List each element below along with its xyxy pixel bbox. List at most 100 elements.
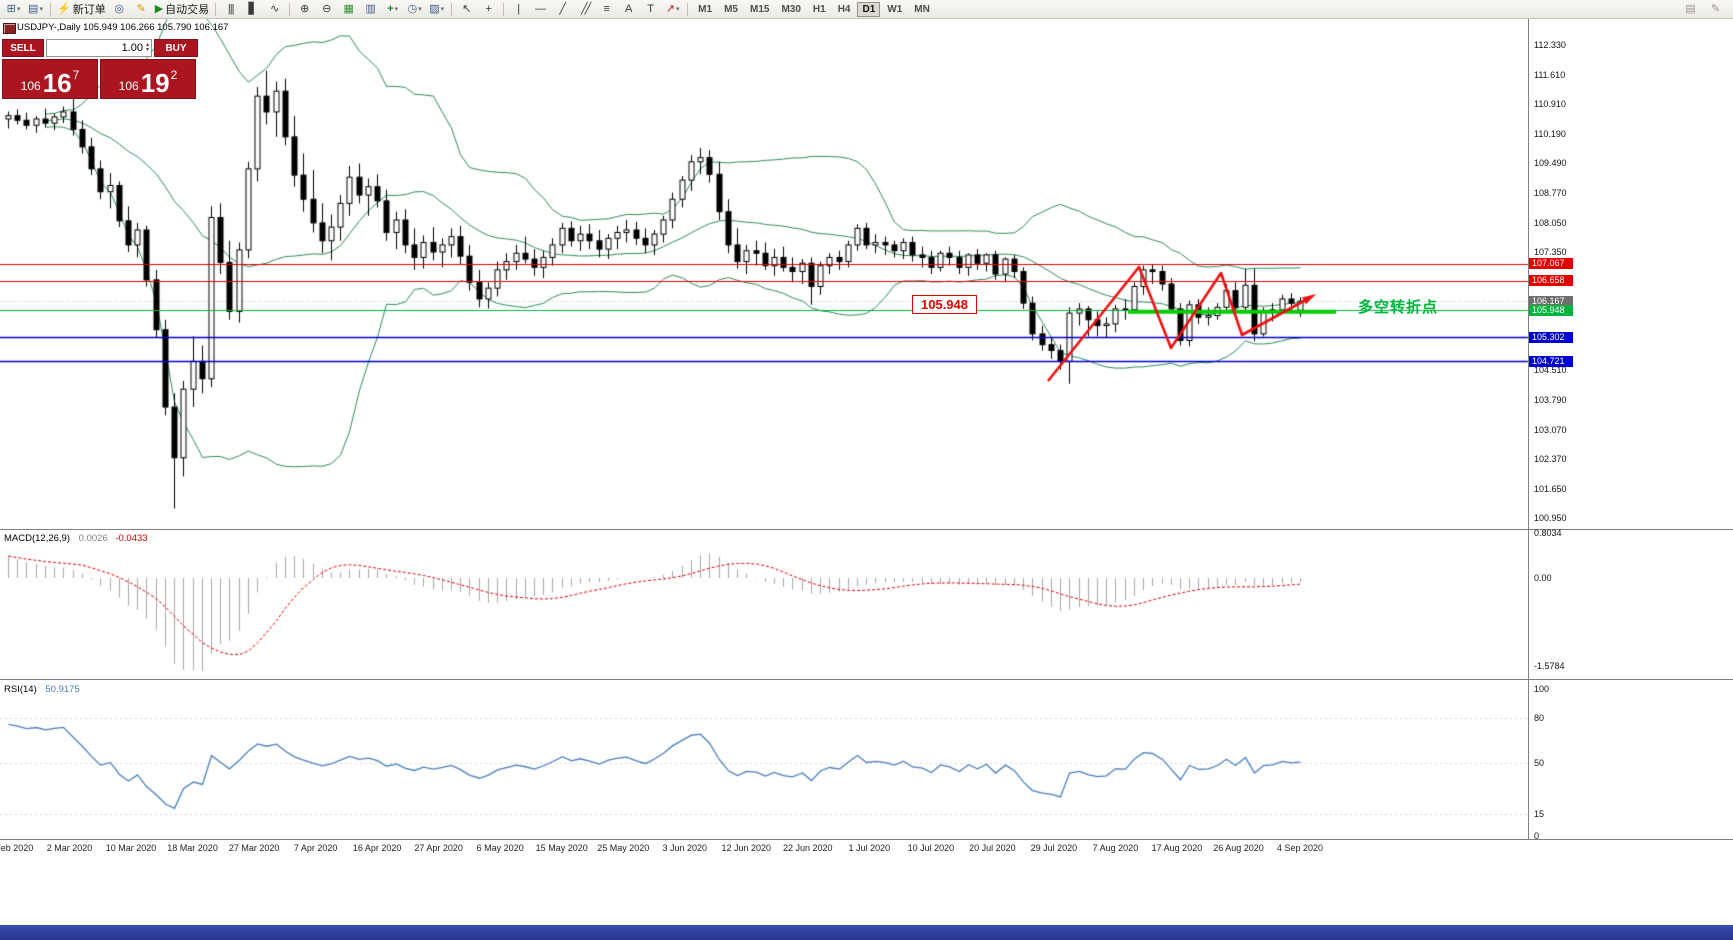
bar-chart-type-icon[interactable]: ||| <box>227 3 235 15</box>
rsi-indicator-label: RSI(14) 50.9175 <box>4 684 80 695</box>
print-icon[interactable]: ▤ <box>1685 3 1696 15</box>
ask-price-display[interactable]: 106 19 2 <box>100 59 196 99</box>
volume-up-icon[interactable]: ▴ <box>145 42 149 48</box>
toolbar-separator <box>289 2 291 16</box>
date-label: 2 Mar 2020 <box>46 843 93 853</box>
bid-prefix: 106 <box>20 79 41 93</box>
new-order-label: 新订单 <box>72 4 106 16</box>
desktop-background <box>0 856 1733 925</box>
edit-icon[interactable]: ✎ <box>1710 3 1721 15</box>
timeframe-button-mn[interactable]: MN <box>914 3 930 15</box>
date-label: 15 May 2020 <box>535 843 588 853</box>
timeframe-button-h1[interactable]: H1 <box>812 3 826 15</box>
volume-value: 1.00 <box>121 42 143 54</box>
date-label: 21 Feb 2020 <box>0 843 34 853</box>
new-order-button[interactable]: ⚡ 新订单 <box>55 1 108 17</box>
date-label: 25 May 2020 <box>597 843 650 853</box>
price-scale-separator <box>1528 19 1529 839</box>
date-label: 4 Sep 2020 <box>1276 843 1324 853</box>
bid-price-display[interactable]: 106 16 7 <box>2 59 98 99</box>
panel-separator[interactable] <box>0 679 1733 680</box>
macd-signal-value: -0.0433 <box>115 533 148 544</box>
timeframe-button-m1[interactable]: M1 <box>698 3 713 15</box>
windows-taskbar[interactable] <box>0 925 1733 940</box>
panel-separator[interactable] <box>0 529 1733 530</box>
vertical-line-icon[interactable]: | <box>517 3 521 15</box>
date-label: 16 Apr 2020 <box>352 843 402 853</box>
date-label: 17 Aug 2020 <box>1151 843 1203 853</box>
date-label: 20 Jul 2020 <box>969 843 1016 853</box>
buy-button[interactable]: BUY <box>154 39 198 57</box>
timeframe-button-m30[interactable]: M30 <box>781 3 801 15</box>
volume-input[interactable]: 1.00 ▴ ▾ <box>46 39 152 57</box>
bid-pipette: 7 <box>72 68 80 82</box>
chart-ohlc-info: USDJPY-,Daily 105.949 106.266 105.790 10… <box>17 22 229 33</box>
date-axis[interactable]: 21 Feb 2020 2 Mar 2020 10 Mar 2020 18 Mar 2… <box>0 840 1733 856</box>
autotrading-play-icon: ▶ <box>154 3 164 15</box>
timeframe-button-w1[interactable]: W1 <box>887 3 903 15</box>
toolbar-separator <box>687 2 689 16</box>
macd-panel-canvas[interactable] <box>0 529 1733 679</box>
bid-main-digits: 16 <box>42 68 72 98</box>
macd-name: MACD(12,26,9) <box>4 533 70 544</box>
chart-profiles-icon[interactable]: ▤ ▾ <box>28 3 43 15</box>
volume-spinner: ▴ ▾ <box>145 42 149 53</box>
turning-point-text[interactable]: 多空转折点 <box>1358 299 1439 316</box>
date-label: 22 Jun 2020 <box>783 843 833 853</box>
candlestick-type-icon[interactable]: ▋ <box>248 3 257 15</box>
chart-window: USDJPY-,Daily 105.949 106.266 105.790 10… <box>0 19 1733 856</box>
rsi-panel-canvas[interactable] <box>0 679 1733 839</box>
chart-menu-icon[interactable] <box>3 23 16 34</box>
indicators-icon[interactable]: + ▾ <box>387 3 399 15</box>
channel-icon[interactable]: ╱╱ <box>581 3 591 15</box>
line-chart-type-icon[interactable]: ∿ <box>270 3 280 15</box>
main-chart-canvas[interactable] <box>0 19 1733 529</box>
toolbar-separator <box>215 2 217 16</box>
zoom-out-icon[interactable]: ⊖ <box>322 3 332 15</box>
timeframe-button-group: M1 M5 M15 M30 H1 H4 D1 W1 MN <box>692 1 936 17</box>
timeframe-button-h4[interactable]: H4 <box>837 3 851 15</box>
macd-indicator-label: MACD(12,26,9) 0.0026 -0.0433 <box>4 533 148 544</box>
cursor-icon[interactable]: ↖ <box>462 3 472 15</box>
tile-windows-icon[interactable]: ▥ <box>365 3 376 15</box>
sell-button[interactable]: SELL <box>2 39 44 57</box>
zoom-in-icon[interactable]: ⊕ <box>300 3 310 15</box>
rsi-value: 50.9175 <box>45 684 80 695</box>
ask-prefix: 106 <box>118 79 139 93</box>
strategy-tester-icon[interactable]: ◎ <box>114 3 124 15</box>
toolbar-separator <box>503 2 505 16</box>
metaeditor-icon[interactable]: ✎ <box>136 3 146 15</box>
date-label: 10 Jul 2020 <box>907 843 955 853</box>
timeframe-button-m5[interactable]: M5 <box>724 3 738 15</box>
text-label-icon[interactable]: T <box>647 3 655 15</box>
templates-icon[interactable]: ▨ ▾ <box>429 3 445 15</box>
new-chart-icon[interactable]: ⊞ ▾ <box>6 3 21 15</box>
toolbar-separator <box>50 2 51 16</box>
price-level-label-box[interactable]: 105.948 <box>912 295 977 314</box>
date-label: 6 May 2020 <box>476 843 524 853</box>
text-icon[interactable]: A <box>625 3 633 15</box>
date-label: 27 Mar 2020 <box>228 843 280 853</box>
crosshair-icon[interactable]: + <box>485 3 492 15</box>
fibonacci-icon[interactable]: ≡ <box>603 3 610 15</box>
volume-down-icon[interactable]: ▾ <box>145 47 149 53</box>
date-label: 29 Jul 2020 <box>1030 843 1078 853</box>
horizontal-line-icon[interactable]: — <box>535 3 547 15</box>
date-label: 7 Apr 2020 <box>293 843 338 853</box>
date-label: 18 Mar 2020 <box>167 843 218 853</box>
timeframe-button-d1[interactable]: D1 <box>857 1 881 17</box>
grid-icon[interactable]: ▦ <box>343 3 354 15</box>
toolbar-separator <box>451 2 453 16</box>
arrows-icon[interactable]: ↗ ▾ <box>665 3 680 15</box>
ask-pipette: 2 <box>170 68 178 82</box>
macd-main-value: 0.0026 <box>78 533 108 544</box>
trendline-icon[interactable]: ╱ <box>559 3 566 15</box>
date-label: 12 Jun 2020 <box>721 843 772 853</box>
periods-icon[interactable]: ◷ ▾ <box>407 3 422 15</box>
toolbar-right-icons: ▤ ✎ <box>1680 1 1730 17</box>
autotrading-button[interactable]: ▶ 自动交易 <box>153 1 211 17</box>
date-label: 26 Aug 2020 <box>1213 843 1264 853</box>
one-click-trading-panel: SELL 1.00 ▴ ▾ BUY 106 16 7 106 <box>2 39 198 99</box>
timeframe-button-m15[interactable]: M15 <box>749 3 770 15</box>
